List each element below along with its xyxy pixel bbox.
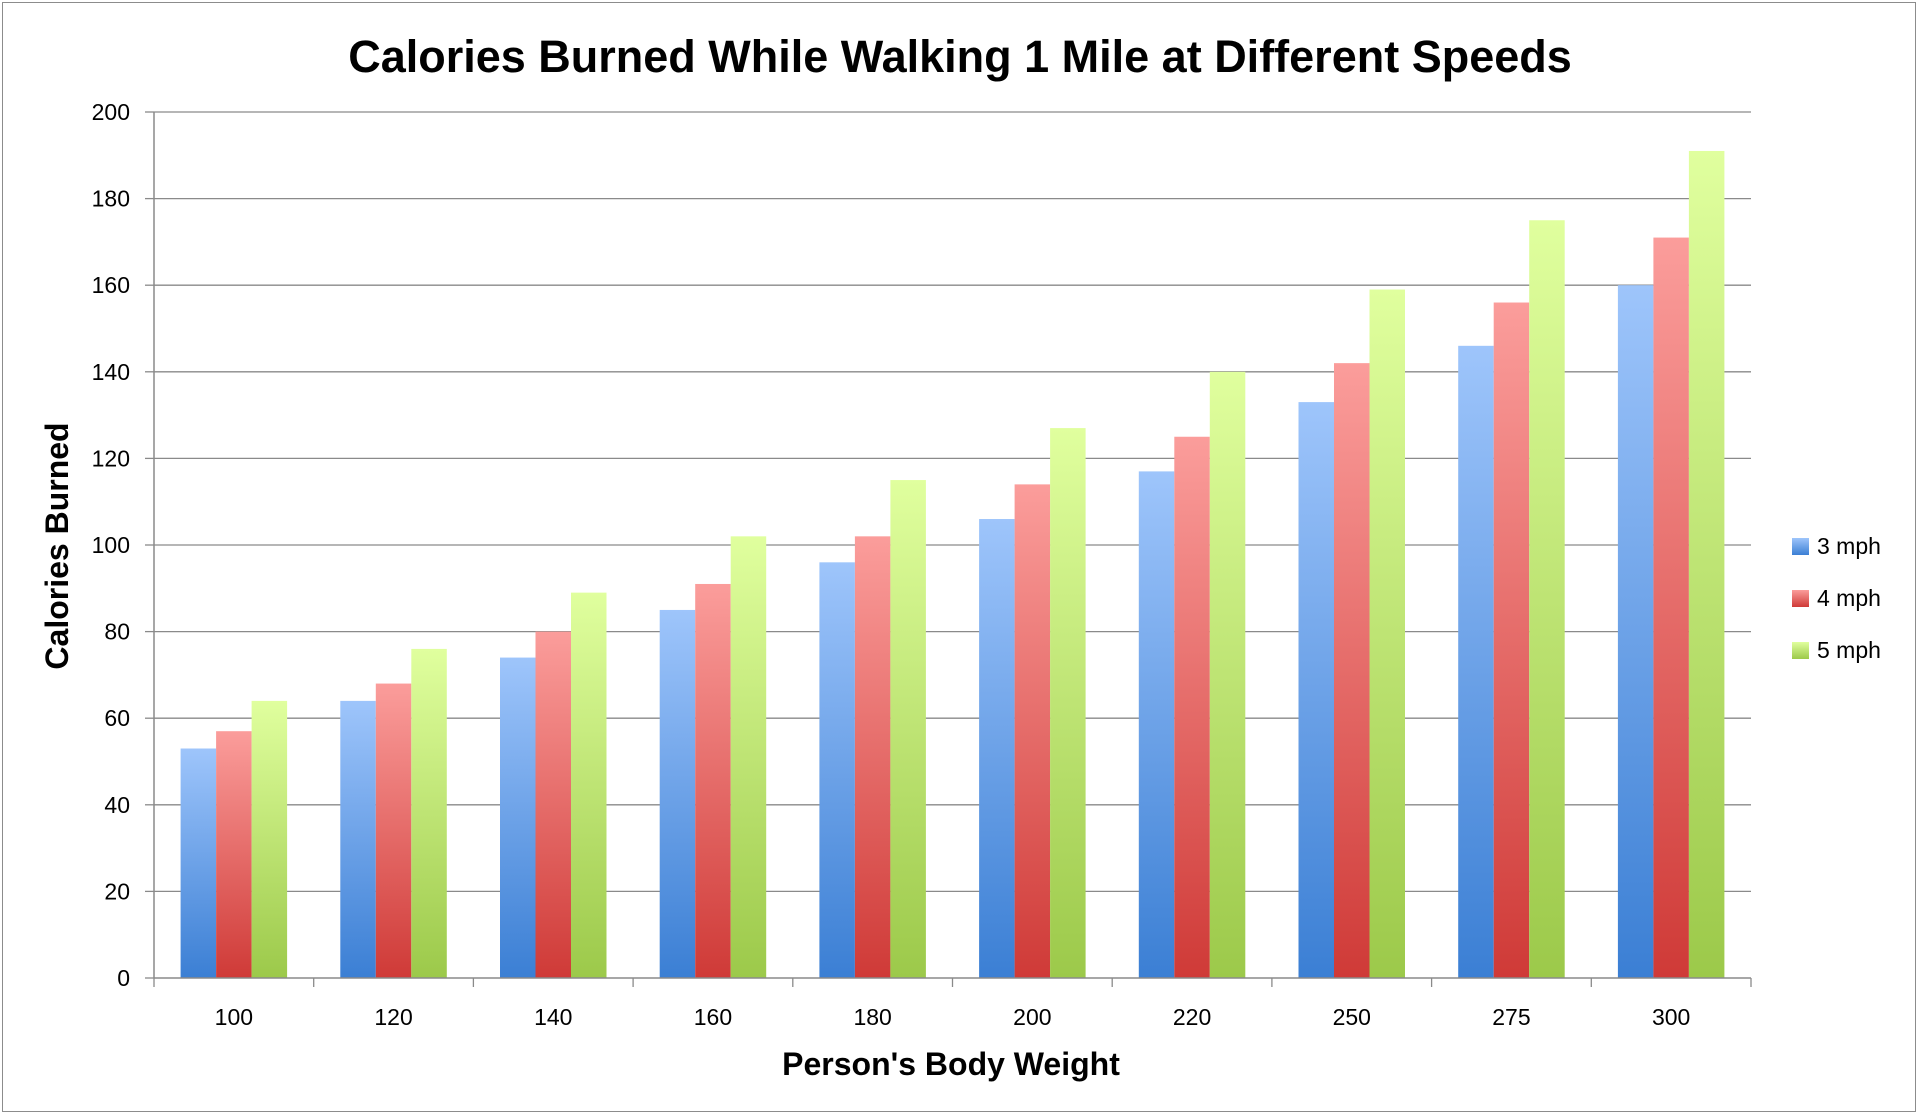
bar-4-mph-100 bbox=[216, 731, 252, 978]
x-tick-label: 200 bbox=[1013, 1004, 1051, 1030]
y-tick-label: 40 bbox=[104, 792, 130, 818]
bar-5-mph-275 bbox=[1529, 220, 1565, 978]
y-tick-label: 20 bbox=[104, 878, 130, 904]
x-tick-label: 180 bbox=[853, 1004, 891, 1030]
legend: 3 mph 4 mph 5 mph bbox=[1792, 533, 1881, 663]
legend-swatch-3-mph bbox=[1792, 538, 1809, 555]
bar-3-mph-300 bbox=[1617, 285, 1654, 978]
bar-5-mph-160 bbox=[730, 536, 767, 978]
bar-5-mph-140 bbox=[571, 592, 607, 978]
bar-4-mph-120 bbox=[375, 683, 412, 978]
bar-4-mph-140 bbox=[535, 631, 571, 978]
legend-label-4-mph: 4 mph bbox=[1817, 585, 1881, 611]
bar-4-mph-180 bbox=[854, 536, 891, 978]
x-tick-label: 120 bbox=[374, 1004, 412, 1030]
x-tick-label: 160 bbox=[694, 1004, 732, 1030]
x-tick-label: 275 bbox=[1492, 1004, 1530, 1030]
bar-3-mph-200 bbox=[979, 519, 1015, 978]
x-tick-label: 300 bbox=[1652, 1004, 1690, 1030]
axes bbox=[153, 112, 1752, 987]
bar-3-mph-250 bbox=[1298, 402, 1334, 978]
bar-5-mph-180 bbox=[890, 480, 926, 978]
x-axis-title: Person's Body Weight bbox=[782, 1046, 1120, 1082]
legend-label-5-mph: 5 mph bbox=[1817, 637, 1881, 663]
y-tick-label: 0 bbox=[117, 965, 130, 991]
legend-label-3-mph: 3 mph bbox=[1817, 533, 1881, 559]
bar-3-mph-180 bbox=[819, 562, 855, 978]
bar-5-mph-120 bbox=[411, 648, 447, 978]
y-tick-label: 100 bbox=[92, 532, 130, 558]
bar-4-mph-160 bbox=[695, 583, 731, 978]
y-tick-label: 80 bbox=[104, 619, 130, 645]
bar-4-mph-200 bbox=[1014, 484, 1051, 978]
x-tick-labels: 100 120 140 160 180 200 220 250 275 300 bbox=[215, 1004, 1691, 1030]
bar-3-mph-140 bbox=[500, 657, 536, 978]
y-tick-labels: 0 20 40 60 80 100 120 140 160 180 200 bbox=[92, 99, 130, 991]
x-tick-label: 100 bbox=[215, 1004, 253, 1030]
y-tick-label: 200 bbox=[92, 99, 130, 125]
bar-3-mph-275 bbox=[1458, 345, 1494, 978]
bar-3-mph-120 bbox=[340, 700, 376, 978]
bar-4-mph-250 bbox=[1334, 363, 1370, 978]
bar-4-mph-275 bbox=[1493, 302, 1530, 978]
chart-title: Calories Burned While Walking 1 Mile at … bbox=[348, 31, 1572, 82]
y-tick-label: 160 bbox=[92, 272, 130, 298]
bar-5-mph-300 bbox=[1688, 150, 1725, 979]
y-tick-label: 60 bbox=[104, 705, 130, 731]
y-tick-label: 140 bbox=[92, 359, 130, 385]
bar-4-mph-300 bbox=[1653, 237, 1689, 978]
bar-4-mph-220 bbox=[1174, 436, 1210, 978]
x-tick-label: 220 bbox=[1173, 1004, 1211, 1030]
y-tick-label: 120 bbox=[92, 445, 130, 471]
bar-5-mph-200 bbox=[1050, 428, 1086, 979]
x-tick-label: 250 bbox=[1333, 1004, 1371, 1030]
bar-5-mph-100 bbox=[251, 700, 288, 978]
y-axis-title: Calories Burned bbox=[39, 422, 75, 669]
x-tick-label: 140 bbox=[534, 1004, 572, 1030]
bar-5-mph-250 bbox=[1369, 289, 1405, 978]
bar-3-mph-220 bbox=[1138, 471, 1175, 978]
bar-5-mph-220 bbox=[1209, 371, 1246, 978]
legend-swatch-4-mph bbox=[1792, 590, 1809, 607]
y-tick-label: 180 bbox=[92, 186, 130, 212]
bar-3-mph-160 bbox=[659, 609, 696, 978]
bars bbox=[180, 150, 1725, 979]
legend-swatch-5-mph bbox=[1792, 642, 1809, 659]
bar-3-mph-100 bbox=[180, 748, 217, 978]
